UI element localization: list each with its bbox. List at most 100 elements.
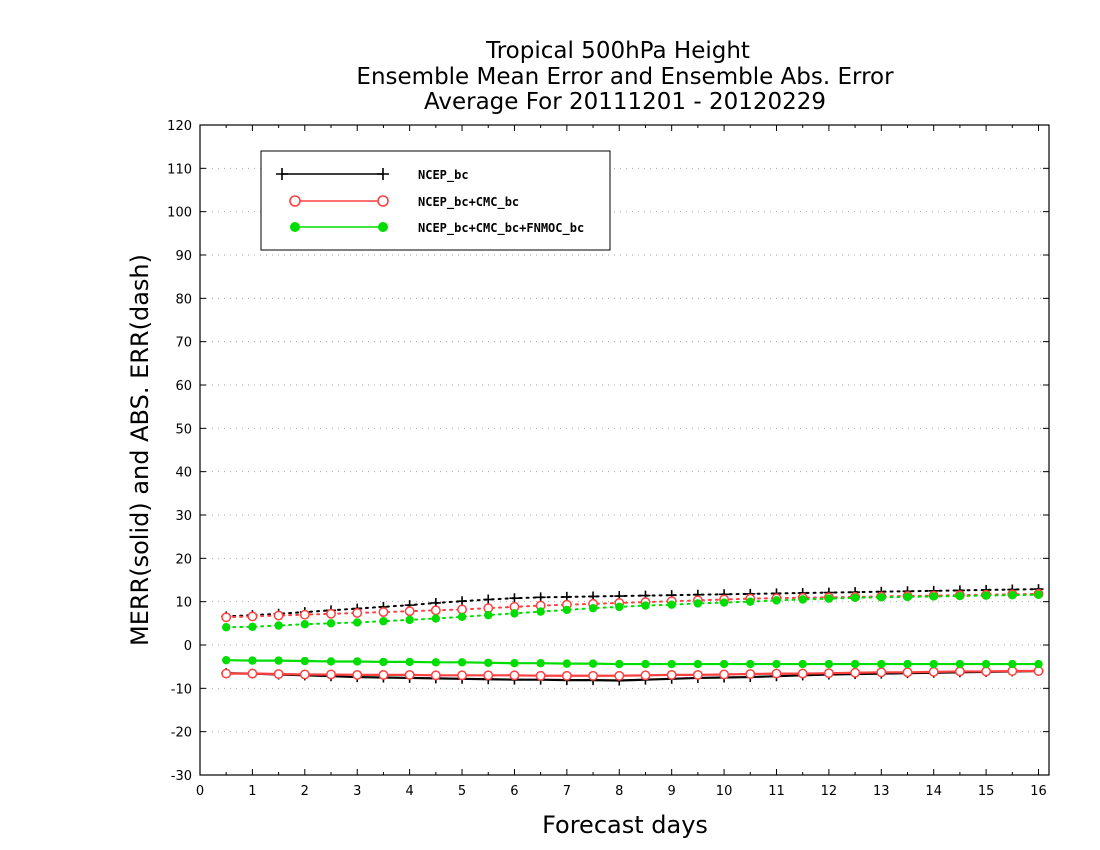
x-tick-label: 2 bbox=[301, 784, 309, 799]
abs-err-point bbox=[850, 593, 860, 602]
x-tick-label: 5 bbox=[458, 784, 466, 799]
abs-err-point bbox=[903, 592, 912, 602]
merr-point bbox=[693, 659, 703, 669]
merr-point bbox=[771, 668, 782, 679]
merr-point bbox=[850, 659, 860, 669]
abs-err-point bbox=[641, 601, 650, 610]
abs-err-point bbox=[798, 595, 807, 604]
abs-err-point bbox=[746, 597, 755, 606]
legend-open-circle-marker bbox=[377, 195, 389, 207]
abs-err-point bbox=[353, 618, 362, 627]
merr-point bbox=[326, 669, 336, 680]
chart-title-line-3: Average For 20111201 - 20120229 bbox=[424, 89, 826, 115]
merr-point bbox=[431, 658, 441, 667]
abs-err-point bbox=[824, 594, 834, 603]
merr-point bbox=[798, 659, 807, 669]
x-axis-title: Forecast days bbox=[542, 811, 708, 839]
abs-err-point bbox=[929, 592, 938, 601]
merr-point bbox=[509, 670, 520, 681]
legend-label-ncep-cmc: NCEP_bc+CMC_bc bbox=[418, 195, 519, 210]
merr-point bbox=[352, 669, 363, 680]
merr-point bbox=[588, 659, 598, 668]
merr-point bbox=[614, 670, 625, 681]
merr-point bbox=[615, 659, 624, 669]
y-axis-title: MERR(solid) and ABS. ERR(dash) bbox=[126, 254, 154, 646]
abs-err-point bbox=[430, 605, 441, 616]
abs-err-point bbox=[693, 599, 703, 608]
merr-point bbox=[692, 669, 703, 680]
merr-point bbox=[483, 670, 494, 681]
x-tick-label: 13 bbox=[873, 784, 890, 799]
merr-point bbox=[954, 666, 965, 677]
abs-err-line bbox=[225, 593, 1040, 629]
abs-err-point bbox=[326, 619, 336, 628]
x-tick-label: 14 bbox=[925, 784, 942, 799]
plot-frame bbox=[199, 124, 1050, 776]
abs-err-point bbox=[299, 609, 310, 620]
abs-err-point bbox=[457, 604, 467, 615]
abs-err-point bbox=[274, 621, 283, 630]
abs-err-point bbox=[247, 611, 258, 622]
abs-err-point bbox=[221, 612, 232, 623]
merr-point bbox=[667, 659, 676, 669]
grid-lines bbox=[200, 167, 1049, 733]
x-tick-label: 4 bbox=[405, 784, 413, 799]
merr-point bbox=[824, 659, 834, 669]
abs-err-point bbox=[562, 605, 572, 615]
merr-point bbox=[823, 668, 834, 679]
merr-point bbox=[797, 668, 808, 679]
abs-err-point bbox=[509, 593, 520, 604]
merr-point bbox=[273, 669, 284, 679]
merr-point bbox=[404, 669, 415, 680]
merr-point bbox=[588, 670, 599, 681]
y-tick-label: 0 bbox=[184, 639, 192, 654]
merr-point bbox=[1034, 659, 1043, 669]
merr-point bbox=[772, 659, 781, 669]
y-tick-label: -30 bbox=[171, 769, 192, 784]
x-tick-label: 0 bbox=[196, 784, 204, 799]
x-tick-label: 6 bbox=[510, 784, 518, 799]
series-layer bbox=[221, 584, 1044, 686]
merr-point bbox=[300, 656, 310, 666]
abs-err-point bbox=[326, 608, 336, 619]
abs-err-point bbox=[248, 622, 257, 631]
abs-err-point bbox=[273, 610, 284, 621]
y-tick-label: 70 bbox=[175, 336, 192, 351]
legend-plus-marker bbox=[276, 168, 389, 180]
abs-err-point bbox=[484, 610, 493, 620]
y-tick-label: 110 bbox=[167, 162, 192, 177]
x-tick-label: 12 bbox=[821, 784, 838, 799]
merr-point bbox=[850, 667, 861, 678]
merr-point bbox=[981, 659, 991, 669]
merr-point bbox=[299, 669, 310, 680]
merr-point bbox=[353, 657, 362, 666]
merr-point bbox=[929, 659, 938, 669]
abs-err-point bbox=[405, 615, 414, 625]
abs-err-point bbox=[1034, 590, 1043, 599]
y-tick-label: 20 bbox=[175, 552, 192, 567]
merr-point bbox=[510, 659, 519, 668]
merr-point bbox=[274, 656, 283, 665]
merr-point bbox=[719, 659, 729, 669]
merr-point bbox=[247, 668, 258, 679]
y-tick-label: 60 bbox=[175, 379, 192, 394]
merr-point bbox=[561, 670, 572, 681]
abs-err-point bbox=[404, 606, 415, 617]
merr-point bbox=[535, 670, 546, 681]
x-tick-label: 3 bbox=[353, 784, 361, 799]
merr-point bbox=[430, 670, 441, 681]
y-tick-label: -20 bbox=[171, 726, 192, 741]
merr-point bbox=[719, 669, 730, 680]
abs-err-point bbox=[719, 598, 729, 607]
merr-point bbox=[562, 659, 572, 668]
merr-point bbox=[640, 670, 651, 681]
abs-err-point bbox=[667, 600, 676, 609]
merr-point bbox=[877, 659, 886, 669]
merr-point bbox=[955, 659, 965, 669]
abs-err-point bbox=[510, 609, 519, 618]
merr-point bbox=[666, 669, 677, 680]
abs-err-point bbox=[300, 620, 310, 629]
abs-err-point bbox=[536, 607, 545, 616]
y-tick-label: 50 bbox=[175, 422, 192, 437]
